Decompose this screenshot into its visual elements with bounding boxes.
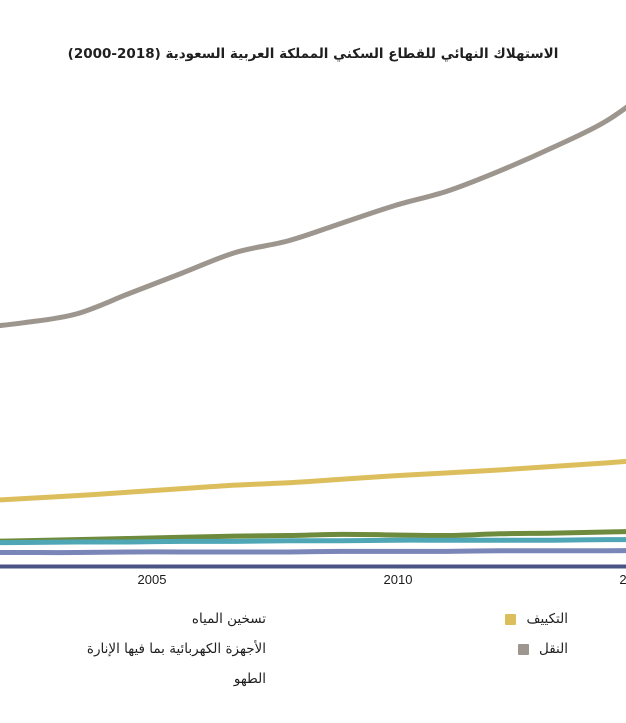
legend-item-label: التكييف: [526, 611, 568, 627]
series-line: [0, 548, 626, 556]
legend-item-label: تسخين المياه: [191, 611, 266, 627]
legend-item[interactable]: النقل: [503, 634, 568, 664]
x-axis-tick-label: 2005: [137, 572, 167, 587]
legend-item-label: النقل: [539, 641, 568, 657]
chart-title: الاستهلاك النهائي للقطاع السكني المملكة …: [67, 46, 559, 62]
series-line: [0, 537, 626, 546]
legend-column-right: التكييف النقل: [503, 604, 568, 664]
legend-item[interactable]: الطهو: [0, 664, 266, 694]
x-axis-tick-label: 2010: [383, 572, 413, 587]
legend-column-left: تسخين المياه الأجهزة الكهربائية بما فيها …: [0, 604, 266, 694]
legend-swatch-air-conditioning-icon: [505, 613, 517, 625]
legend-item-label: الأجهزة الكهربائية بما فيها الإنارة: [86, 641, 266, 657]
plot-area: [0, 104, 626, 569]
x-axis-tick-label: 2: [619, 572, 626, 587]
plot-svg: [0, 104, 626, 569]
x-axis-tick-labels: 2005 2010 2: [0, 570, 626, 596]
series-lines-layer: [0, 104, 626, 556]
series-line: [0, 104, 626, 329]
legend-item[interactable]: الأجهزة الكهربائية بما فيها الإنارة: [0, 634, 266, 664]
chart-legend: التكييف النقل تسخين المياه الأجهزة الكهربا…: [0, 604, 626, 716]
legend-swatch-transport-icon: [518, 643, 529, 655]
legend-item[interactable]: تسخين المياه: [0, 604, 266, 634]
legend-item[interactable]: التكييف: [503, 604, 568, 634]
legend-item-label: الطهو: [233, 671, 266, 687]
series-line: [0, 458, 626, 503]
